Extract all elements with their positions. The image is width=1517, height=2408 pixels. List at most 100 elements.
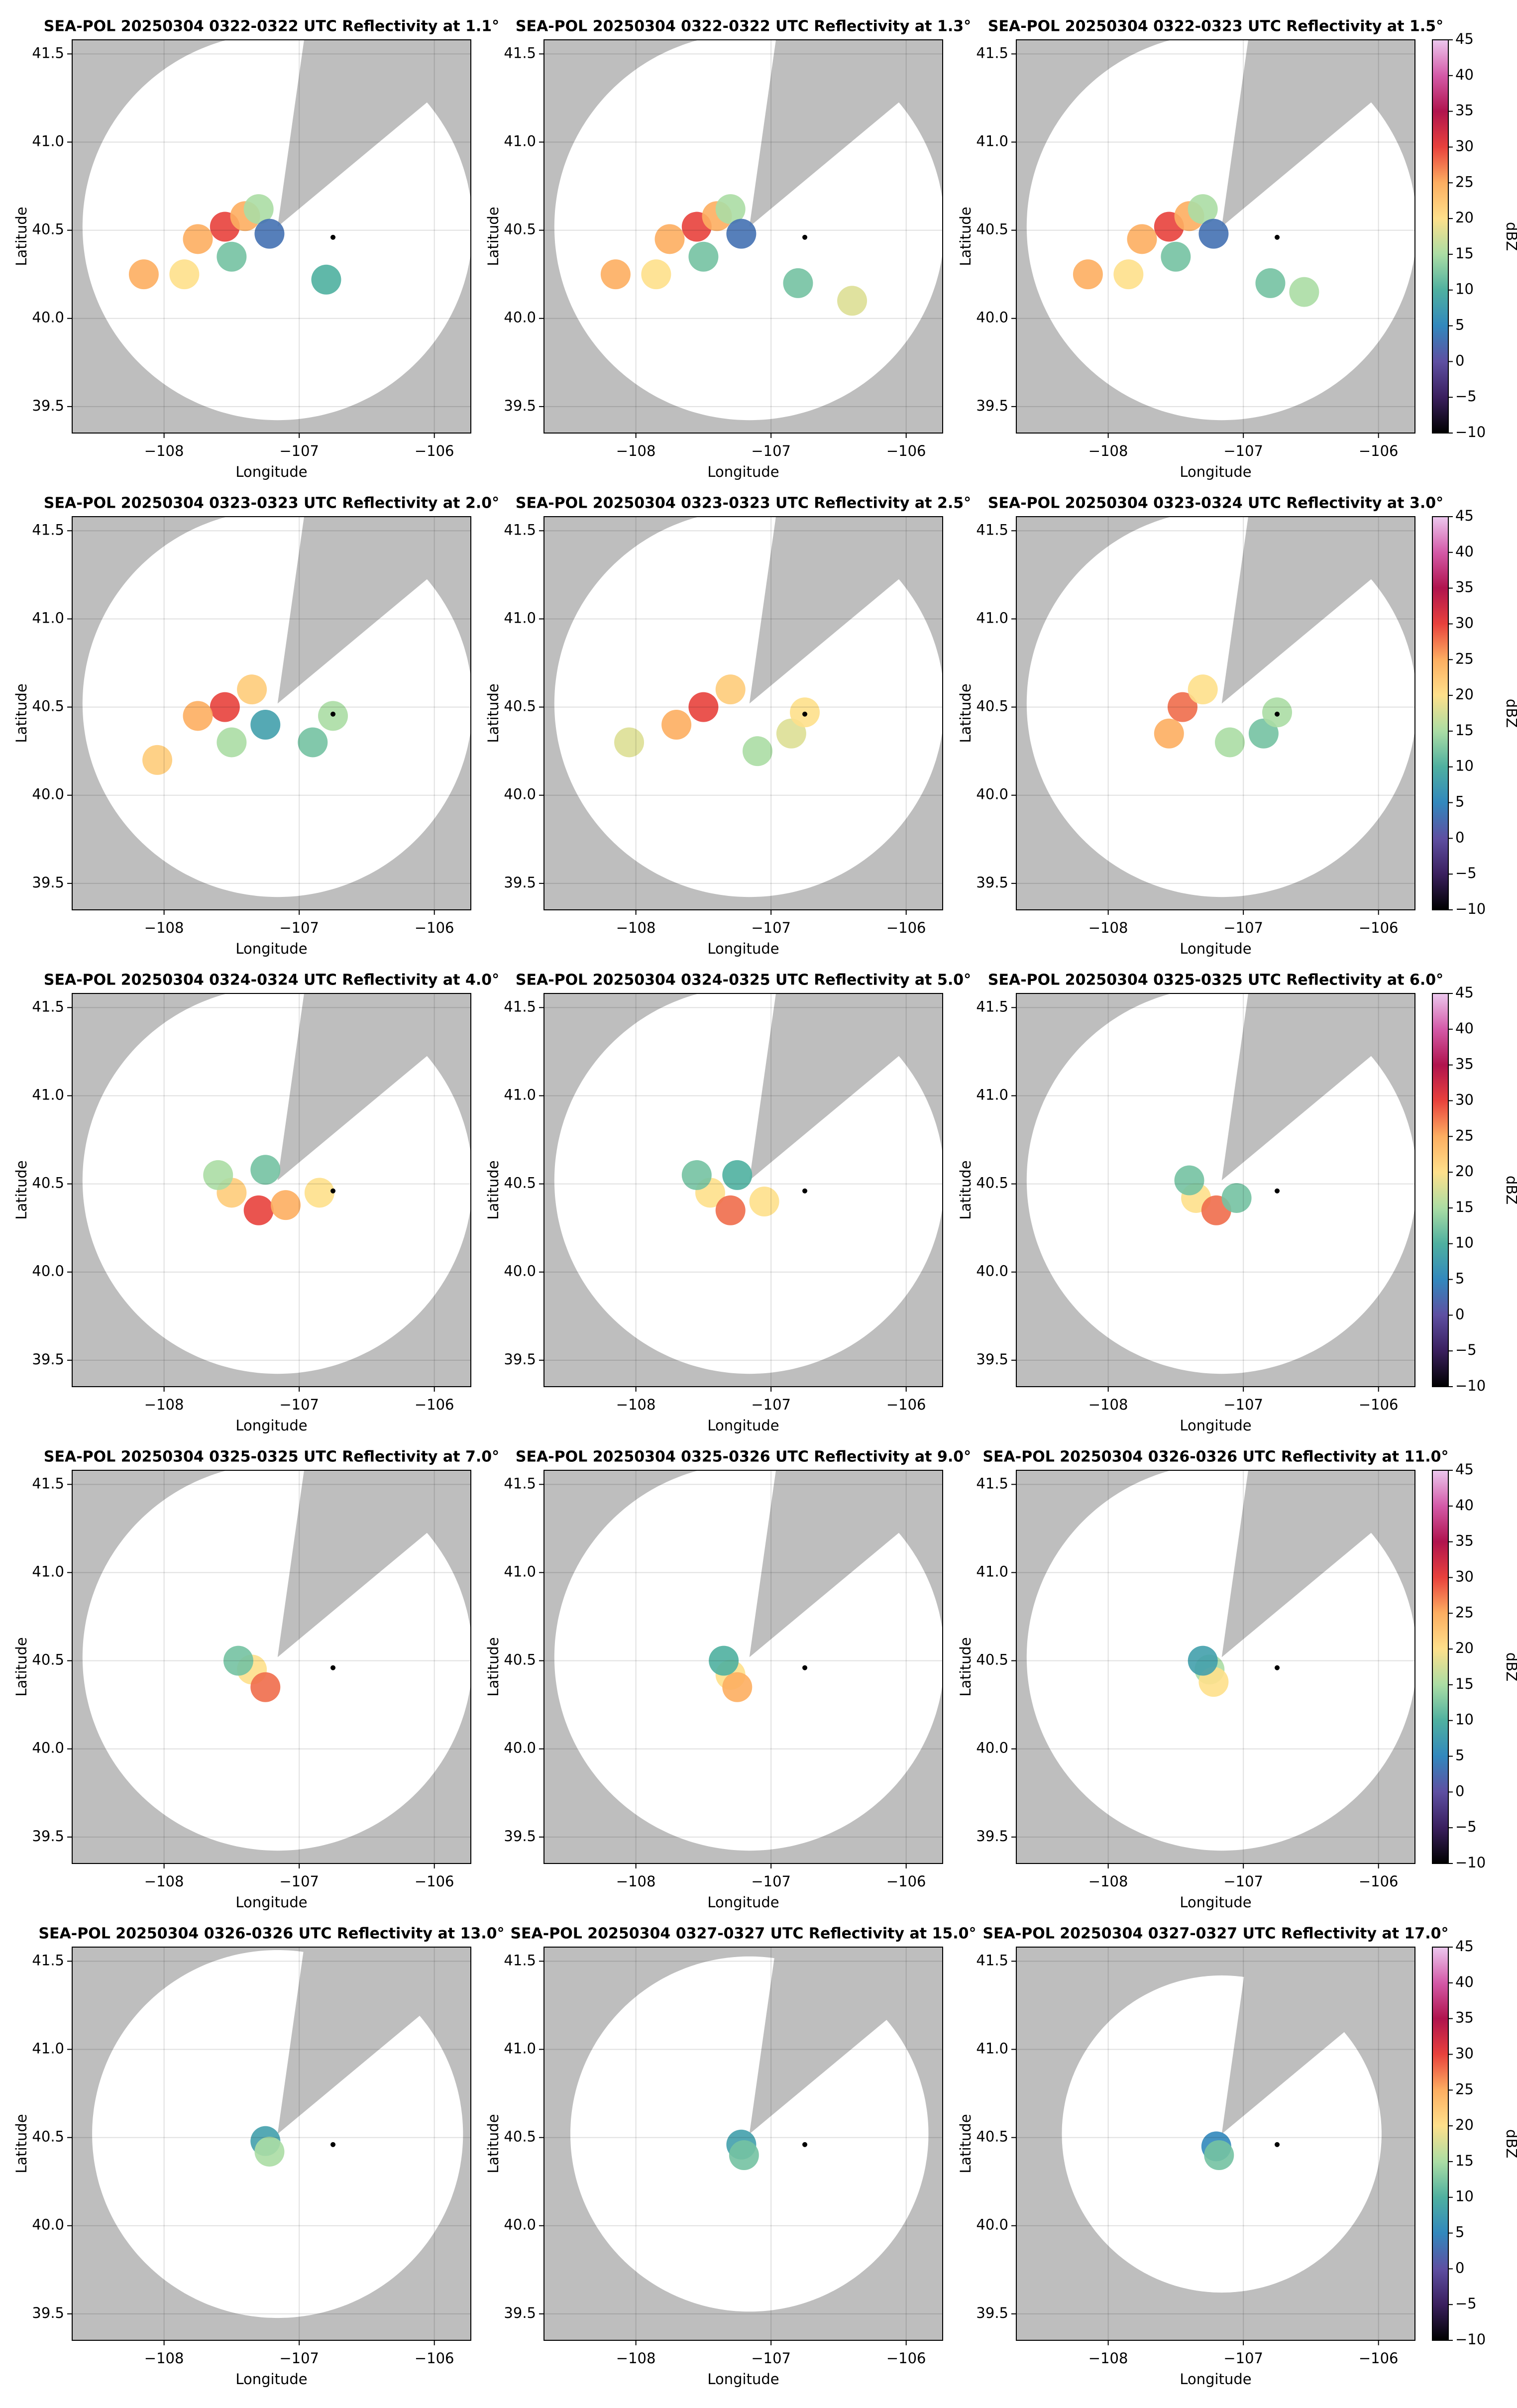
y-tick-label: 40.0 bbox=[32, 1263, 64, 1280]
echo-cell bbox=[142, 745, 173, 775]
x-tick-label: −107 bbox=[279, 1396, 319, 1413]
y-axis-label: Latitude bbox=[13, 2114, 30, 2173]
radar-marker bbox=[1275, 711, 1280, 717]
panel-title: SEA-POL 20250304 0323-0323 UTC Reflectiv… bbox=[44, 495, 499, 512]
y-tick-label: 40.5 bbox=[976, 1175, 1008, 1192]
x-axis-label: Longitude bbox=[235, 463, 307, 480]
x-tick-label: −108 bbox=[1088, 2350, 1128, 2367]
x-tick-label: −107 bbox=[1223, 1396, 1263, 1413]
y-tick-label: 41.5 bbox=[504, 521, 536, 538]
echo-cell bbox=[250, 1672, 281, 1702]
radar-marker bbox=[330, 1665, 336, 1670]
colorbar bbox=[1432, 516, 1449, 910]
colorbar bbox=[1432, 39, 1449, 434]
colorbar-tick-label: 15 bbox=[1455, 245, 1474, 262]
x-tick-label: −106 bbox=[415, 1873, 454, 1890]
colorbar-tick-label: 45 bbox=[1455, 1461, 1474, 1478]
radar-marker bbox=[1275, 2142, 1280, 2147]
y-axis-label: Latitude bbox=[957, 2114, 974, 2173]
y-tick-label: 41.0 bbox=[976, 1086, 1008, 1103]
echo-cell bbox=[1255, 268, 1286, 298]
y-tick-label: 40.5 bbox=[32, 1651, 64, 1668]
x-tick-label: −107 bbox=[751, 1873, 791, 1890]
echo-cell bbox=[783, 268, 813, 298]
y-tick-label: 39.5 bbox=[976, 2304, 1008, 2321]
panel-title: SEA-POL 20250304 0327-0327 UTC Reflectiv… bbox=[982, 1925, 1448, 1943]
colorbar-tick-label: −5 bbox=[1455, 865, 1477, 881]
axes-frame bbox=[1016, 993, 1415, 1387]
x-tick-label: −106 bbox=[886, 919, 926, 936]
echo-cell bbox=[641, 259, 671, 290]
y-tick-label: 40.0 bbox=[976, 786, 1008, 803]
panel-title: SEA-POL 20250304 0325-0326 UTC Reflectiv… bbox=[516, 1448, 971, 1466]
colorbar-tick-label: 45 bbox=[1455, 507, 1474, 524]
y-tick-label: 40.0 bbox=[504, 1740, 536, 1756]
axes-frame bbox=[72, 39, 471, 434]
colorbar-tick-label: 40 bbox=[1455, 1497, 1474, 1514]
y-tick-label: 39.5 bbox=[976, 874, 1008, 891]
colorbar-label: dBZ bbox=[1503, 222, 1517, 251]
axes-frame bbox=[72, 516, 471, 910]
colorbar bbox=[1432, 993, 1449, 1387]
radar-coverage bbox=[1026, 993, 1415, 1374]
radar-marker bbox=[330, 234, 336, 240]
axes-frame bbox=[543, 516, 943, 910]
y-axis-label: Latitude bbox=[485, 2114, 502, 2173]
y-axis-label: Latitude bbox=[13, 207, 30, 266]
y-tick-label: 39.5 bbox=[504, 1828, 536, 1845]
panel-title: SEA-POL 20250304 0323-0323 UTC Reflectiv… bbox=[516, 495, 971, 512]
echo-cell bbox=[217, 241, 247, 272]
y-tick-label: 39.5 bbox=[976, 397, 1008, 414]
y-tick-label: 39.5 bbox=[976, 1351, 1008, 1368]
x-tick-label: −107 bbox=[751, 919, 791, 936]
radar-marker bbox=[1275, 234, 1280, 240]
y-tick-label: 41.0 bbox=[504, 1086, 536, 1103]
y-axis-label: Latitude bbox=[485, 207, 502, 266]
colorbar-tick-label: 30 bbox=[1455, 137, 1474, 154]
y-tick-label: 40.0 bbox=[504, 2216, 536, 2233]
y-tick-label: 41.5 bbox=[976, 1475, 1008, 1492]
x-tick-label: −107 bbox=[1223, 919, 1263, 936]
y-axis-label: Latitude bbox=[13, 1637, 30, 1696]
x-tick-label: −108 bbox=[616, 919, 656, 936]
y-tick-label: 39.5 bbox=[32, 874, 64, 891]
x-axis-label: Longitude bbox=[707, 1894, 779, 1911]
echo-cell bbox=[722, 1160, 753, 1190]
colorbar-tick-label: 35 bbox=[1455, 1056, 1474, 1073]
axes-frame bbox=[72, 993, 471, 1387]
x-axis-label: Longitude bbox=[707, 940, 779, 957]
x-tick-label: −106 bbox=[415, 919, 454, 936]
echo-cell bbox=[776, 718, 806, 749]
x-tick-label: −107 bbox=[279, 1873, 319, 1890]
axes-frame bbox=[543, 1470, 943, 1864]
x-tick-label: −106 bbox=[886, 442, 926, 459]
x-tick-label: −106 bbox=[415, 2350, 454, 2367]
axes-frame bbox=[543, 1947, 943, 2341]
panel bbox=[544, 1470, 943, 1863]
panel-title: SEA-POL 20250304 0322-0323 UTC Reflectiv… bbox=[988, 18, 1443, 35]
y-tick-label: 41.0 bbox=[32, 609, 64, 626]
y-axis-label: Latitude bbox=[957, 1637, 974, 1696]
panel-title: SEA-POL 20250304 0322-0322 UTC Reflectiv… bbox=[516, 18, 971, 35]
x-tick-label: −107 bbox=[751, 1396, 791, 1413]
colorbar-tick-label: −10 bbox=[1455, 424, 1486, 440]
x-axis-label: Longitude bbox=[235, 2371, 307, 2388]
x-tick-label: −108 bbox=[144, 1873, 184, 1890]
colorbar-tick-label: 35 bbox=[1455, 579, 1474, 596]
radar-coverage bbox=[82, 1470, 471, 1851]
colorbar-tick-label: 40 bbox=[1455, 1020, 1474, 1037]
colorbar-tick-label: 25 bbox=[1455, 1127, 1474, 1144]
colorbar-label: dBZ bbox=[1503, 2129, 1517, 2158]
colorbar-tick-label: 45 bbox=[1455, 1938, 1474, 1955]
x-tick-label: −108 bbox=[144, 1396, 184, 1413]
colorbar-tick-label: 30 bbox=[1455, 1091, 1474, 1108]
x-tick-label: −106 bbox=[1359, 1396, 1399, 1413]
echo-cell bbox=[311, 264, 341, 295]
radar-coverage bbox=[554, 517, 943, 897]
colorbar-tick-label: 35 bbox=[1455, 2009, 1474, 2026]
x-tick-label: −107 bbox=[751, 2350, 791, 2367]
y-tick-label: 41.0 bbox=[504, 2040, 536, 2057]
echo-cell bbox=[715, 194, 746, 224]
x-tick-label: −106 bbox=[1359, 442, 1399, 459]
colorbar-tick-label: 10 bbox=[1455, 758, 1474, 774]
